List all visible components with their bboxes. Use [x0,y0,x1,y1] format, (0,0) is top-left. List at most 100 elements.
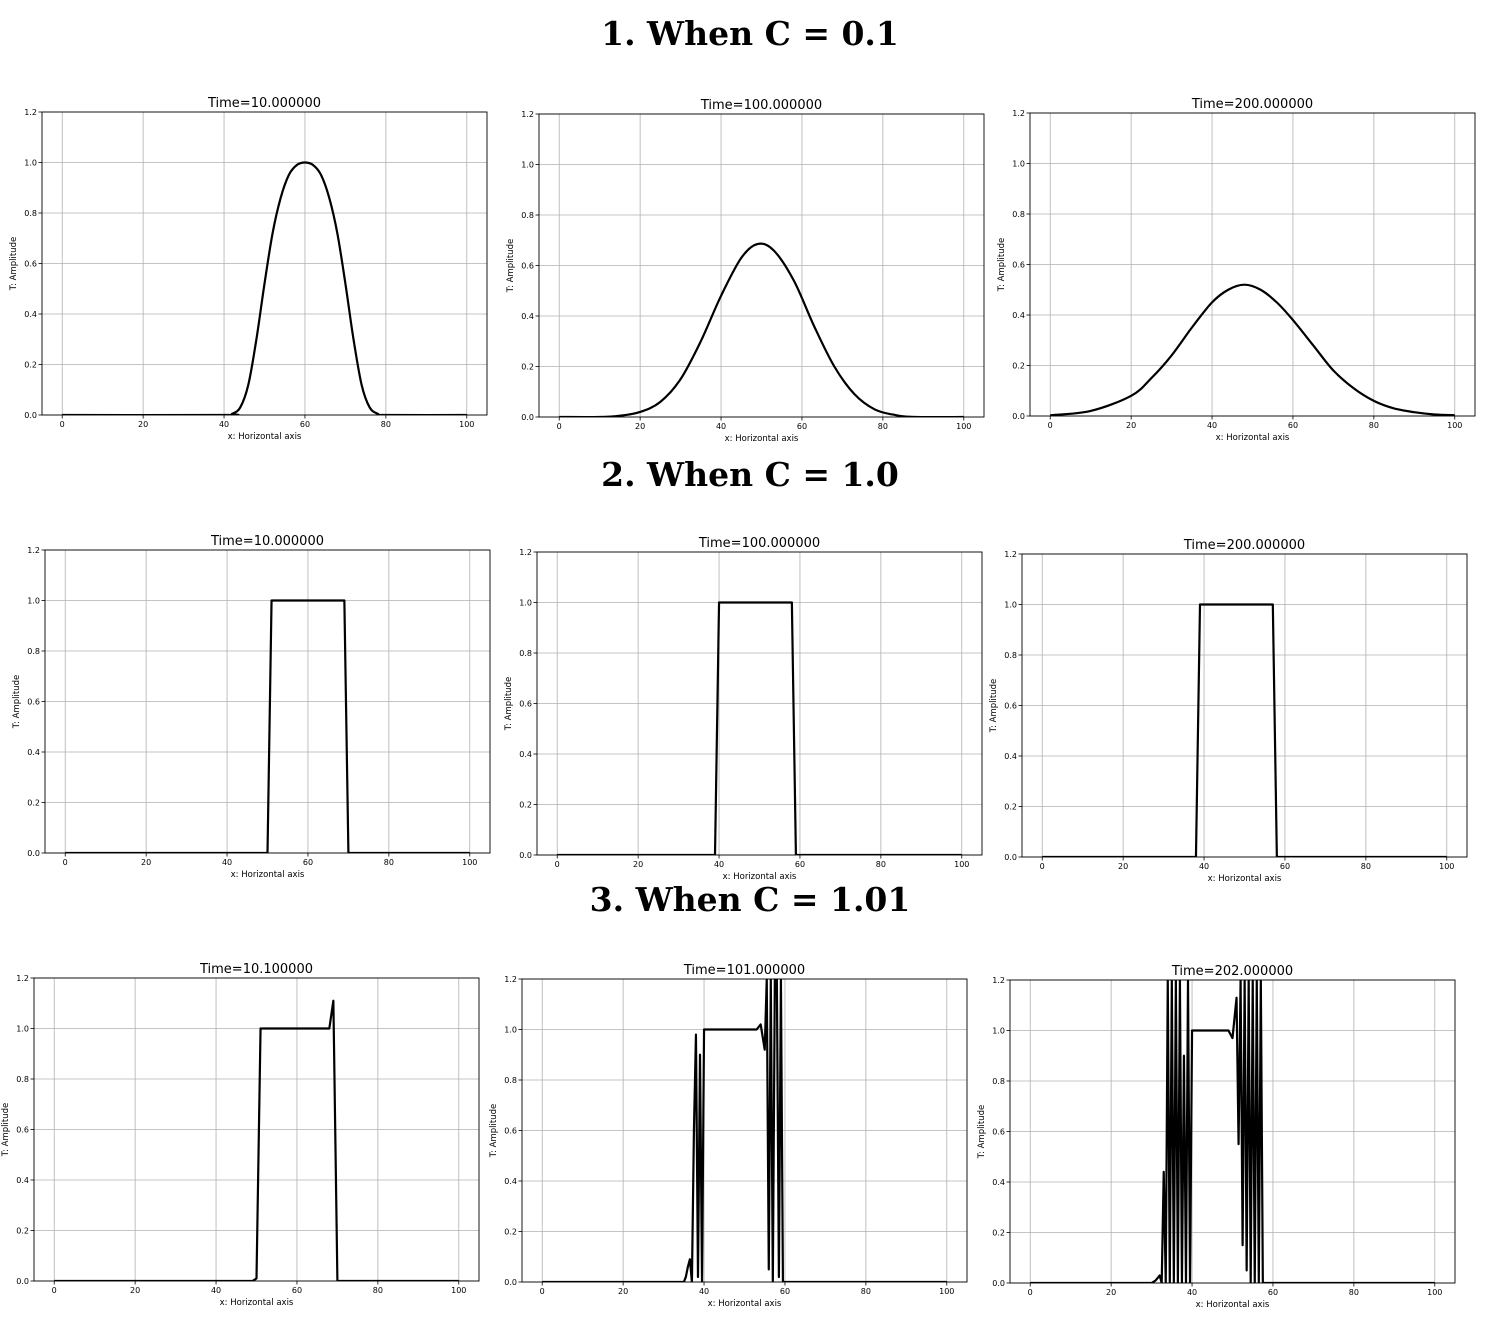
y-tick-label: 1.0 [521,161,534,170]
x-axis-label: x: Horizontal axis [1208,874,1282,884]
y-tick-label: 0.0 [1012,412,1025,421]
x-tick-label: 40 [699,1287,709,1296]
x-tick-label: 100 [939,1287,954,1296]
chart-panel-c01-t200: 0 20 40 60 80 100 0.0 0.2 0.4 0.6 0.8 1.0 1.2 Time=20… [997,97,1476,443]
x-tick-label: 20 [138,420,148,429]
x-tick-label: 60 [303,858,313,867]
x-tick-label: 80 [878,422,888,431]
x-tick-label: 100 [459,420,474,429]
chart-title: Time=101.000000 [683,963,805,978]
x-tick-label: 100 [954,860,969,869]
y-tick-label: 0.8 [24,209,37,218]
x-tick-label: 60 [1288,421,1298,430]
x-tick-label: 0 [52,1286,57,1295]
y-axis-label: T: Amplitude [506,239,516,293]
chart-title: Time=200.000000 [1183,538,1305,553]
y-tick-label: 0.0 [1004,853,1017,862]
x-tick-label: 20 [1126,421,1136,430]
y-tick-label: 1.0 [1012,160,1025,169]
y-axis-label: T: Amplitude [989,679,999,733]
section-heading-1: 1. When C = 0.1 [601,14,899,53]
y-tick-label: 0.0 [992,1279,1005,1288]
x-tick-label: 20 [618,1287,628,1296]
y-tick-label: 1.0 [16,1025,29,1034]
y-tick-label: 1.2 [16,974,29,983]
y-axis-label: T: Amplitude [489,1104,499,1158]
grid-lines [42,111,487,416]
x-tick-label: 0 [540,1287,545,1296]
y-axis-label: T: Amplitude [997,238,1007,292]
y-axis-label: T: Amplitude [12,675,22,729]
y-tick-label: 0.2 [519,801,532,810]
series-line-0 [557,601,962,855]
y-tick-label: 1.2 [1004,550,1017,559]
y-tick-label: 0.2 [992,1229,1005,1238]
y-tick-label: 0.2 [521,363,534,372]
x-axis-label: x: Horizontal axis [723,872,797,882]
x-tick-label: 60 [780,1287,790,1296]
x-tick-label: 60 [797,422,807,431]
y-tick-label: 0.4 [519,750,532,759]
grid-lines [522,978,967,1283]
x-axis-label: x: Horizontal axis [231,870,305,880]
x-tick-label: 40 [1207,421,1217,430]
y-tick-label: 0.6 [1012,261,1025,270]
y-tick-label: 0.0 [24,411,37,420]
x-tick-label: 80 [1361,862,1371,871]
x-tick-label: 80 [381,420,391,429]
y-tick-label: 0.8 [27,647,40,656]
chart-title: Time=100.000000 [700,98,822,113]
x-tick-label: 0 [557,422,562,431]
x-tick-label: 80 [1369,421,1379,430]
grid-lines [537,551,982,856]
y-tick-label: 1.2 [992,976,1005,985]
x-axis-label: x: Horizontal axis [228,432,302,442]
x-tick-label: 60 [300,420,310,429]
y-tick-label: 0.0 [27,849,40,858]
x-axis-label: x: Horizontal axis [220,1298,294,1308]
grid-lines [1010,979,1455,1284]
y-tick-label: 0.2 [16,1227,29,1236]
grid-lines [1022,553,1467,858]
x-tick-label: 20 [633,860,643,869]
series-line-0 [65,599,470,853]
y-tick-label: 0.6 [521,262,534,271]
chart-title: Time=10.000000 [207,96,321,111]
x-tick-label: 20 [1118,862,1128,871]
y-tick-label: 0.2 [27,799,40,808]
section-heading-2: 2. When C = 1.0 [601,455,899,494]
x-tick-label: 100 [451,1286,466,1295]
y-tick-label: 0.4 [27,748,40,757]
y-tick-label: 0.6 [16,1126,29,1135]
x-tick-label: 0 [1040,862,1045,871]
series-line-0 [1042,603,1447,857]
x-axis-label: x: Horizontal axis [1196,1300,1270,1310]
x-tick-label: 40 [1199,862,1209,871]
x-tick-label: 100 [462,858,477,867]
x-tick-label: 100 [956,422,971,431]
y-tick-label: 0.8 [16,1075,29,1084]
y-tick-label: 1.0 [1004,601,1017,610]
y-tick-label: 0.6 [504,1127,517,1136]
chart-panel-c101-t10: 0 20 40 60 80 100 0.0 0.2 0.4 0.6 0.8 1.0 1.2 Time=10… [1,962,480,1308]
x-tick-label: 60 [795,860,805,869]
y-tick-label: 0.6 [27,698,40,707]
y-tick-label: 0.6 [992,1128,1005,1137]
x-tick-label: 80 [861,1287,871,1296]
chart-panel-c01-t100: 0 20 40 60 80 100 0.0 0.2 0.4 0.6 0.8 1.0 1.2 Time=10… [506,98,985,444]
chart-panel-c101-t100: 0 20 40 60 80 100 0.0 0.2 0.4 0.6 0.8 1.0 1.2 Time=10… [489,963,968,1309]
chart-title: Time=10.100000 [199,962,313,977]
y-axis-label: T: Amplitude [977,1105,987,1159]
y-tick-label: 0.2 [504,1228,517,1237]
y-tick-label: 0.4 [504,1177,517,1186]
x-tick-label: 60 [292,1286,302,1295]
y-axis-label: T: Amplitude [1,1103,11,1157]
x-tick-label: 20 [1106,1288,1116,1297]
x-tick-label: 0 [555,860,560,869]
y-tick-label: 0.6 [519,700,532,709]
x-tick-label: 60 [1268,1288,1278,1297]
series-line-0 [54,999,459,1281]
y-tick-label: 1.2 [519,548,532,557]
x-tick-label: 100 [1447,421,1462,430]
y-axis-label: T: Amplitude [504,677,514,731]
